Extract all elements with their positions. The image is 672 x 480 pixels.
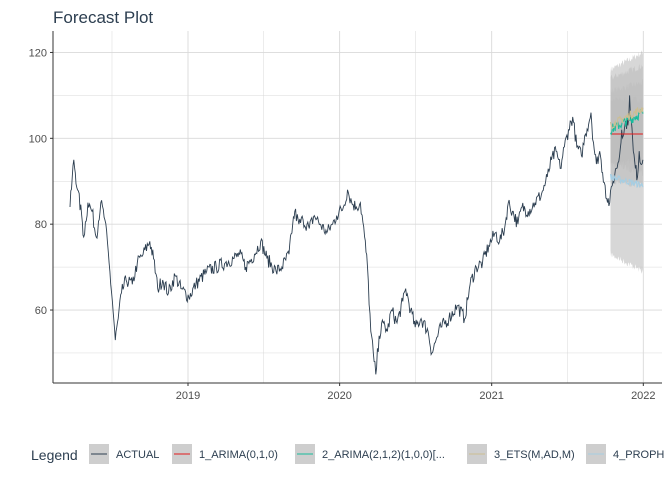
x-tick-label: 2020 [327,390,351,402]
legend-item: 4_PROPH [586,444,664,464]
axes: 60 80 100 120 2019 2020 2021 2022 [29,31,662,402]
confidence-bands [610,50,643,274]
legend-label: 1_ARIMA(0,1,0) [199,449,278,461]
y-tick-label: 80 [35,219,47,231]
legend-item: 1_ARIMA(0,1,0) [172,444,278,464]
chart-title: Forecast Plot [53,8,153,27]
x-tick-label: 2021 [479,390,503,402]
grid-lines [53,31,662,383]
x-tick-label: 2022 [631,390,655,402]
y-tick-label: 100 [29,133,47,145]
y-tick-label: 60 [35,305,47,317]
legend-item: ACTUAL [89,444,159,464]
x-tick-label: 2019 [176,390,200,402]
series-lines [69,95,644,375]
legend-label: 3_ETS(M,AD,M) [494,449,575,461]
legend-item: 3_ETS(M,AD,M) [467,444,575,464]
y-tick-label: 120 [29,47,47,59]
legend-label: 4_PROPH [613,449,664,461]
legend: Legend ACTUAL 1_ARIMA(0,1,0) 2_ARIMA(2,1,2)… [31,444,664,464]
legend-label: ACTUAL [116,449,159,461]
legend-title: Legend [31,447,78,463]
forecast-line-ets [610,106,644,130]
legend-item: 2_ARIMA(2,1,2)(1,0,0)[... [295,444,445,464]
forecast-line-prophet [610,173,644,188]
actual-series-line [69,95,644,375]
legend-label: 2_ARIMA(2,1,2)(1,0,0)[... [322,449,445,461]
